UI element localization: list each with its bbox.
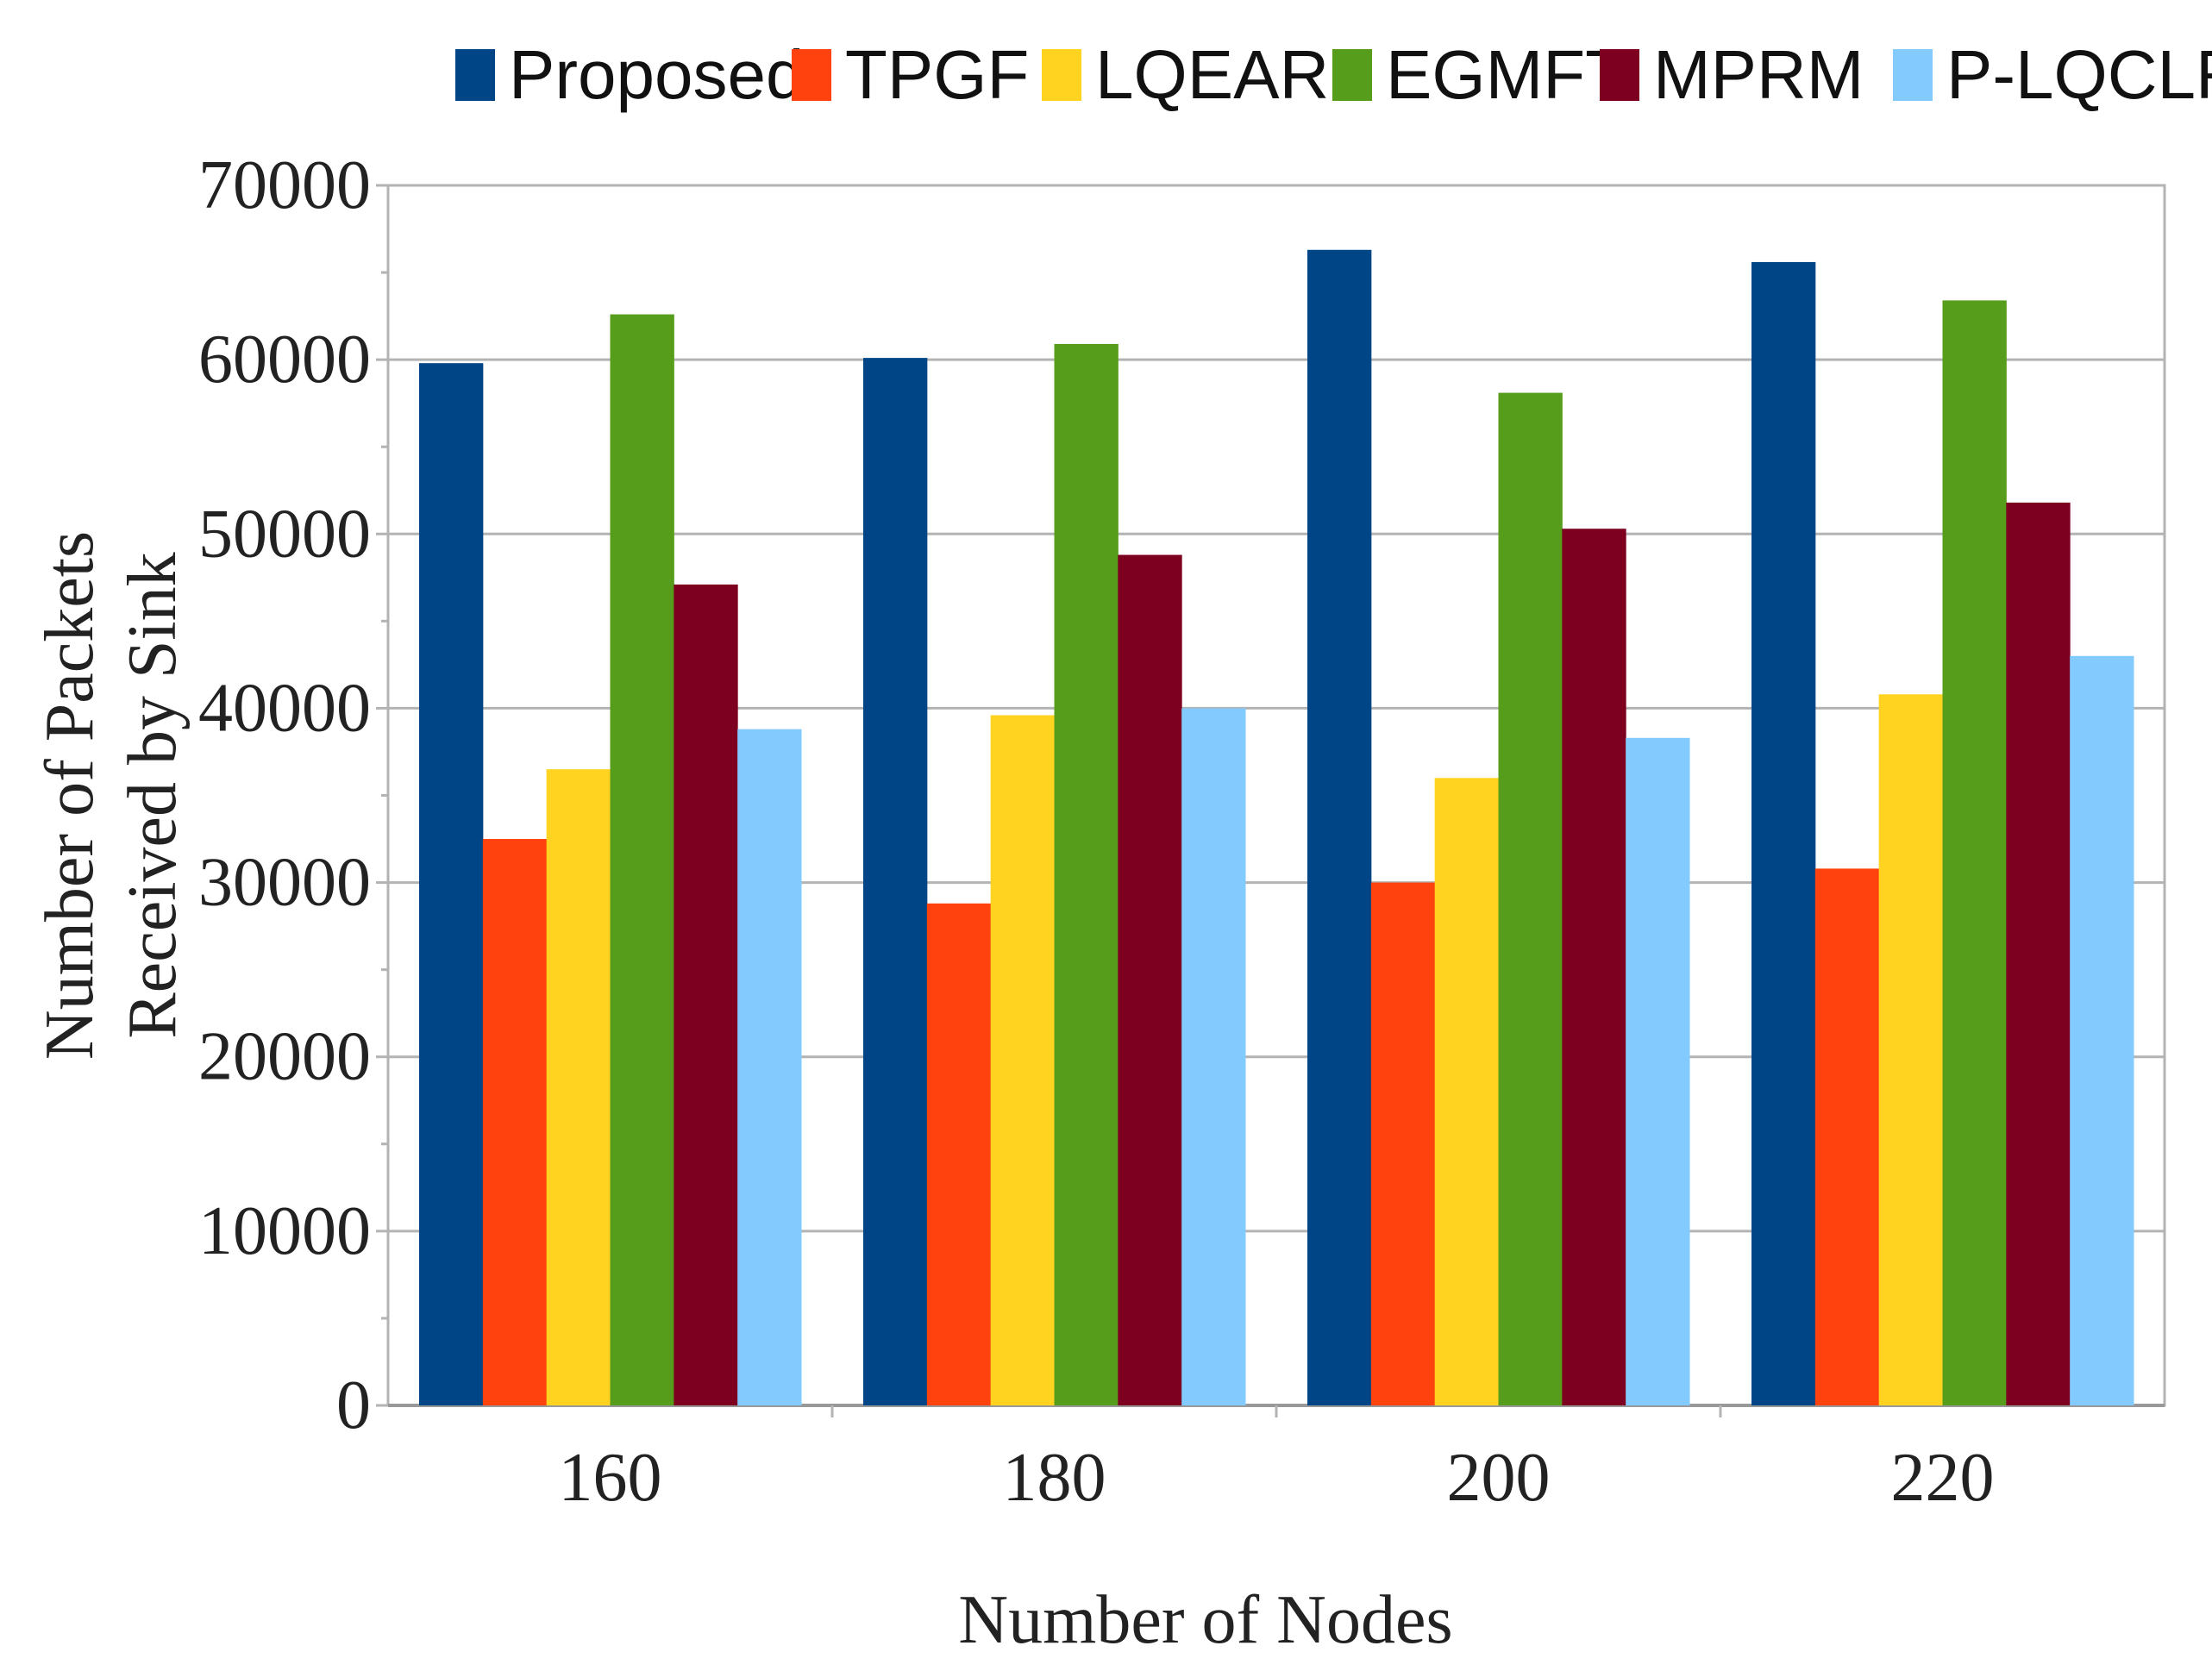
- bar: [1434, 778, 1499, 1405]
- legend-item: P-LQCLR: [1893, 36, 2212, 113]
- y-axis-title-line: Number of Packets: [32, 531, 108, 1060]
- y-tick-label: 50000: [198, 496, 371, 572]
- series-egmft: [610, 300, 2007, 1406]
- y-tick-label: 30000: [198, 845, 371, 921]
- x-tick-label: 200: [1447, 1440, 1551, 1516]
- bar: [926, 903, 992, 1405]
- legend-label: LQEAR: [1095, 36, 1329, 113]
- series-lqear: [546, 694, 1943, 1405]
- bar: [990, 715, 1055, 1405]
- bar: [1942, 300, 2007, 1405]
- bar: [863, 358, 928, 1405]
- x-tick-label: 180: [1003, 1440, 1106, 1516]
- x-axis: 160 180 200 220: [559, 1405, 1995, 1516]
- bar: [737, 729, 802, 1405]
- bar: [1498, 392, 1563, 1405]
- legend: Proposed TPGF LQEAR EGMFT MPRM P-LQCLR: [455, 36, 2212, 113]
- x-tick-label: 220: [1891, 1440, 1995, 1516]
- bar: [2070, 655, 2134, 1405]
- bar: [2006, 502, 2071, 1405]
- y-axis-title-line: Received by Sink: [115, 552, 191, 1038]
- y-tick-label: 0: [336, 1367, 371, 1443]
- legend-label: Proposed: [509, 36, 804, 113]
- legend-swatch: [455, 49, 495, 101]
- bar: [1307, 249, 1372, 1405]
- bar: [1370, 882, 1436, 1405]
- series-p-lqclr: [737, 655, 2134, 1405]
- y-tick-label: 70000: [198, 147, 371, 223]
- legend-item: MPRM: [1600, 36, 1864, 113]
- bar: [1751, 261, 1816, 1405]
- legend-label: P-LQCLR: [1946, 36, 2212, 113]
- bar: [1814, 868, 1880, 1405]
- series-proposed: [419, 249, 1816, 1406]
- legend-label: TPGF: [845, 36, 1029, 113]
- bar: [1181, 708, 1246, 1405]
- legend-swatch: [1893, 49, 1933, 101]
- legend-swatch: [1332, 49, 1372, 101]
- bar: [610, 314, 674, 1406]
- bar: [1562, 529, 1626, 1405]
- legend-item: LQEAR: [1042, 36, 1329, 113]
- legend-swatch: [1042, 49, 1081, 101]
- legend-swatch: [792, 49, 831, 101]
- bar: [419, 363, 484, 1406]
- bar: [1118, 554, 1182, 1405]
- bar: [546, 769, 611, 1405]
- legend-item: TPGF: [792, 36, 1029, 113]
- legend-label: EGMFT: [1386, 36, 1627, 113]
- legend-item: EGMFT: [1332, 36, 1627, 113]
- x-axis-title: Number of Nodes: [958, 1582, 1452, 1658]
- legend-item: Proposed: [455, 36, 804, 113]
- bar: [674, 584, 738, 1405]
- bar: [1054, 343, 1119, 1406]
- y-tick-label: 60000: [198, 322, 371, 397]
- y-axis-title: Number of Packets Received by Sink: [32, 531, 191, 1060]
- bars: [419, 249, 2134, 1406]
- series-tpgf: [482, 839, 1880, 1405]
- series-mprm: [674, 502, 2071, 1405]
- y-tick-label: 40000: [198, 670, 371, 746]
- y-tick-label: 10000: [198, 1193, 371, 1269]
- bar: [1626, 737, 1690, 1405]
- bar: [482, 839, 548, 1405]
- y-axis: 0 10000 20000 30000 40000 50000 60000 70000: [198, 147, 388, 1443]
- y-tick-label: 20000: [198, 1019, 371, 1095]
- legend-label: MPRM: [1653, 36, 1864, 113]
- x-tick-label: 160: [559, 1440, 662, 1516]
- legend-swatch: [1600, 49, 1639, 101]
- bar: [1878, 694, 1943, 1405]
